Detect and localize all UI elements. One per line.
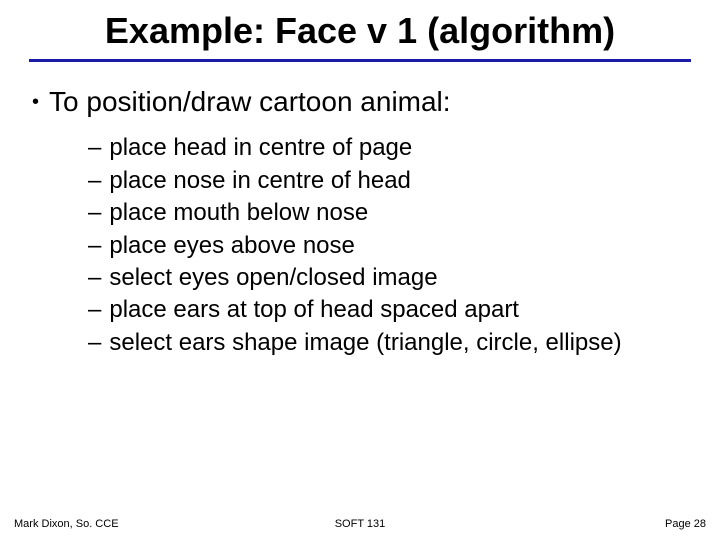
dash-icon: – (88, 327, 101, 359)
list-item: – place mouth below nose (88, 197, 690, 229)
dash-icon: – (88, 294, 101, 326)
list-item: – place head in centre of page (88, 132, 690, 164)
dash-icon: – (88, 132, 101, 164)
slide-body: • To position/draw cartoon animal: – pla… (0, 62, 720, 359)
sub-bullet-text: select eyes open/closed image (109, 262, 437, 294)
sub-bullet-text: place nose in centre of head (109, 165, 411, 197)
sub-bullet-text: place ears at top of head spaced apart (109, 294, 519, 326)
sub-bullet-text: place mouth below nose (109, 197, 368, 229)
list-item: – place nose in centre of head (88, 165, 690, 197)
list-item: – select eyes open/closed image (88, 262, 690, 294)
sub-bullet-text: place eyes above nose (109, 230, 355, 262)
slide-title: Example: Face v 1 (algorithm) (25, 10, 695, 57)
main-bullet: • To position/draw cartoon animal: (30, 84, 690, 120)
slide: Example: Face v 1 (algorithm) • To posit… (0, 0, 720, 540)
sub-bullet-list: – place head in centre of page – place n… (30, 132, 690, 359)
bullet-dot-icon: • (30, 84, 39, 120)
sub-bullet-text: select ears shape image (triangle, circl… (109, 327, 621, 359)
title-block: Example: Face v 1 (algorithm) (0, 0, 720, 62)
dash-icon: – (88, 197, 101, 229)
dash-icon: – (88, 262, 101, 294)
list-item: – place eyes above nose (88, 230, 690, 262)
list-item: – place ears at top of head spaced apart (88, 294, 690, 326)
dash-icon: – (88, 165, 101, 197)
slide-footer: Mark Dixon, So. CCE SOFT 131 Page 28 (0, 512, 720, 530)
sub-bullet-text: place head in centre of page (109, 132, 412, 164)
footer-page-number: Page 28 (665, 518, 706, 530)
main-bullet-text: To position/draw cartoon animal: (49, 84, 451, 119)
list-item: – select ears shape image (triangle, cir… (88, 327, 690, 359)
dash-icon: – (88, 230, 101, 262)
footer-course: SOFT 131 (0, 518, 720, 530)
